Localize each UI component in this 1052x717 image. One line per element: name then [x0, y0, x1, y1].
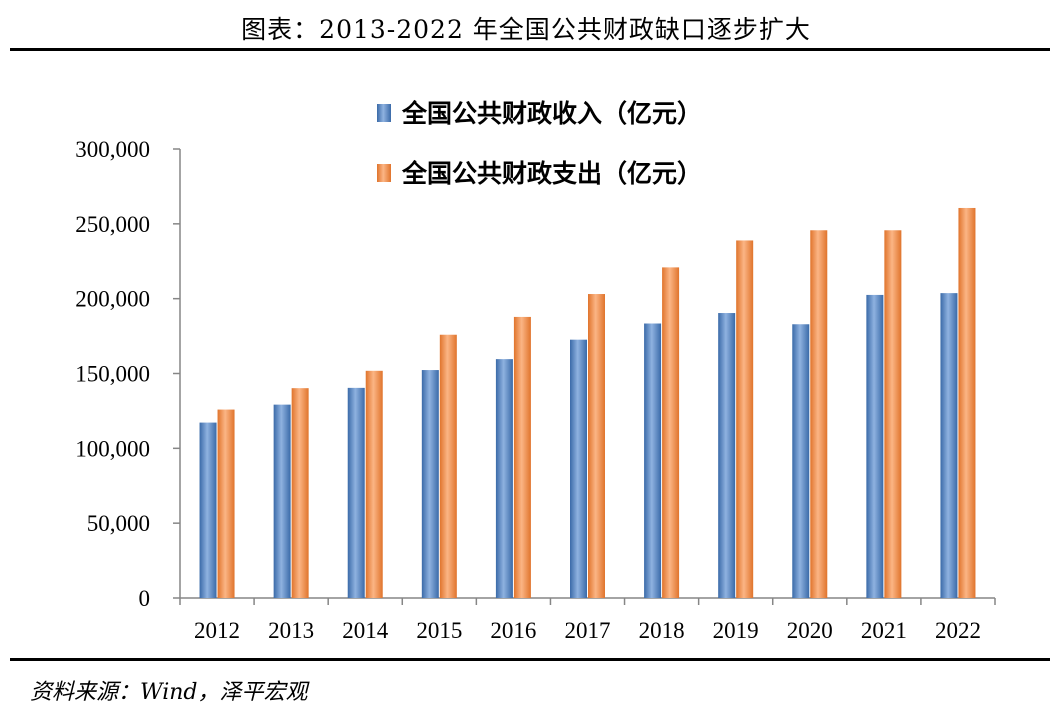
x-tick-label: 2013 — [268, 618, 314, 643]
x-tick-label: 2016 — [490, 618, 536, 643]
bar-expenditure-2019 — [736, 240, 754, 598]
y-tick-label: 300,000 — [75, 137, 150, 162]
bar-revenue-2012 — [199, 422, 217, 598]
chart-title: 图表：2013-2022 年全国公共财政缺口逐步扩大 — [241, 15, 811, 44]
bar-expenditure-2014 — [365, 370, 383, 598]
bar-expenditure-2017 — [588, 294, 605, 598]
bar-expenditure-2016 — [513, 316, 531, 598]
x-tick-label: 2018 — [639, 618, 685, 643]
bar-revenue-2020 — [792, 324, 810, 598]
top-rule — [10, 48, 1050, 51]
bar-chart: 全国公共财政收入（亿元） 全国公共财政支出（亿元） 0 50,000 100,000 1… — [75, 99, 996, 643]
source-note: 资料来源：Wind，泽平宏观 — [30, 680, 308, 705]
y-tick-label: 150,000 — [75, 362, 150, 387]
x-tick-label: 2015 — [416, 618, 462, 643]
x-tick-label: 2021 — [861, 618, 907, 643]
legend-swatch — [377, 164, 391, 182]
bar-expenditure-2018 — [662, 267, 680, 598]
x-tick-label: 2019 — [713, 618, 759, 643]
x-tick-label: 2014 — [342, 618, 389, 643]
legend-label: 全国公共财政支出（亿元） — [401, 159, 702, 188]
y-tick-label: 0 — [139, 586, 151, 611]
bar-expenditure-2013 — [291, 388, 309, 598]
x-tick-label: 2017 — [565, 618, 611, 643]
bar-revenue-2019 — [718, 313, 736, 598]
bar-expenditure-2015 — [439, 334, 457, 598]
bar-expenditure-2012 — [217, 409, 235, 598]
y-tick-label: 200,000 — [75, 287, 150, 312]
legend-swatch — [377, 104, 391, 122]
bar-revenue-2013 — [273, 404, 291, 598]
x-tick-label: 2022 — [935, 618, 981, 643]
bar-revenue-2018 — [644, 323, 662, 598]
bar-expenditure-2021 — [884, 230, 902, 599]
bar-revenue-2021 — [866, 294, 884, 598]
y-tick-label: 100,000 — [75, 436, 150, 461]
bar-revenue-2017 — [570, 339, 587, 598]
bar-revenue-2014 — [347, 387, 365, 598]
bar-revenue-2015 — [421, 370, 439, 598]
y-tick-label: 50,000 — [87, 511, 150, 536]
x-tick-label: 2012 — [194, 618, 240, 643]
bar-expenditure-2022 — [958, 207, 976, 598]
x-tick-label: 2020 — [787, 618, 833, 643]
legend-label: 全国公共财政收入（亿元） — [401, 99, 702, 128]
bottom-rule — [10, 658, 1050, 661]
bar-revenue-2022 — [940, 293, 958, 598]
y-tick-label: 250,000 — [75, 212, 150, 237]
bar-revenue-2016 — [495, 359, 513, 598]
bar-expenditure-2020 — [810, 230, 828, 599]
